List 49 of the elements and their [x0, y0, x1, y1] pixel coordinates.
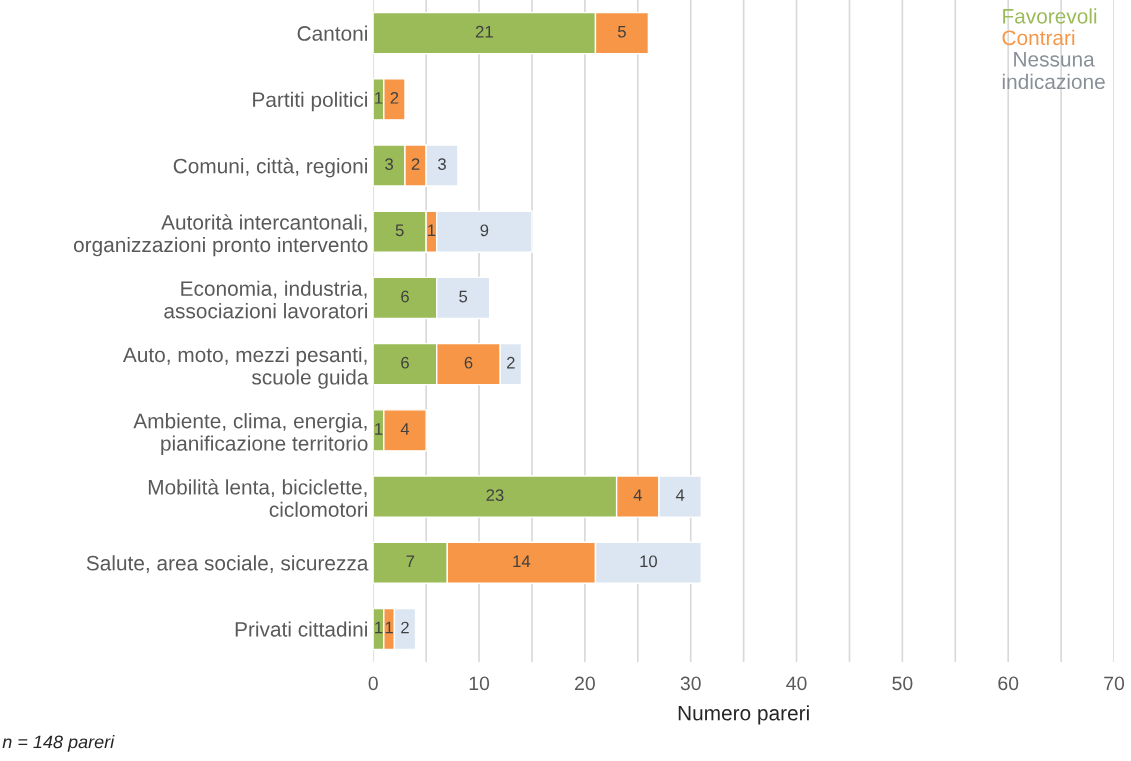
data-label: 5 [459, 290, 468, 303]
data-label: 6 [401, 290, 409, 303]
data-label: 4 [675, 489, 685, 501]
x-axis-title: Numero pareri [678, 705, 809, 725]
data-label: 1 [385, 621, 393, 634]
y-tick-label: Autorità intercantonali, organizzazioni pronto intervento [73, 214, 368, 257]
data-label: 23 [486, 489, 504, 502]
data-label: 9 [480, 224, 489, 237]
text: n = 148 pareri [2, 735, 115, 752]
y-tick-label: Partiti politici [253, 91, 367, 112]
data-label: 14 [513, 555, 531, 568]
y-tick-label: Cantoni [297, 25, 367, 41]
y-tick-label: Mobilità lenta, biciclette, ciclomotori [148, 479, 367, 518]
text: Nessuna indicazione [1002, 52, 1105, 90]
data-label: 1 [375, 423, 383, 435]
data-label: 2 [507, 356, 515, 369]
data-label: 1 [428, 224, 436, 237]
text: Favorevoli [1003, 8, 1097, 24]
y-tick-label: Ambiente, clima, energia, pianificazione territorio [133, 413, 368, 455]
x-tick-label: 20 [575, 676, 595, 691]
data-label: 4 [400, 423, 410, 435]
x-tick-label: 30 [680, 676, 701, 691]
data-label: 1 [375, 92, 383, 104]
x-tick-label: 70 [1104, 676, 1125, 691]
data-label: 7 [406, 555, 415, 568]
data-label: 5 [617, 25, 626, 38]
data-label: 10 [640, 555, 657, 568]
data-label: 6 [401, 356, 409, 369]
data-label: 2 [401, 621, 409, 634]
x-tick-label: 10 [469, 676, 490, 691]
data-label: 1 [375, 621, 383, 634]
data-label: 2 [411, 158, 420, 170]
data-label: 3 [385, 158, 394, 170]
x-tick-label: 40 [786, 676, 807, 691]
x-tick-label: 50 [892, 676, 913, 691]
y-tick-label: Comuni, città, regioni [173, 157, 367, 178]
x-tick-label: 60 [998, 676, 1019, 691]
y-tick-label: Auto, moto, mezzi pesanti, scuole guida [122, 346, 369, 389]
y-tick-label: Privati cittadini [235, 621, 367, 637]
x-tick-label: 0 [368, 676, 378, 691]
data-label: 3 [438, 158, 446, 170]
data-label: 21 [475, 25, 493, 38]
y-tick-label: Economia, industria, associazioni lavoratori [164, 280, 367, 319]
text: Contrari [1002, 29, 1075, 46]
data-label: 5 [395, 224, 404, 237]
data-label: 2 [390, 91, 399, 104]
data-label: 4 [633, 489, 642, 501]
data-label: 6 [464, 356, 473, 369]
y-tick-label: Salute, area sociale, sicurezza [86, 555, 369, 573]
